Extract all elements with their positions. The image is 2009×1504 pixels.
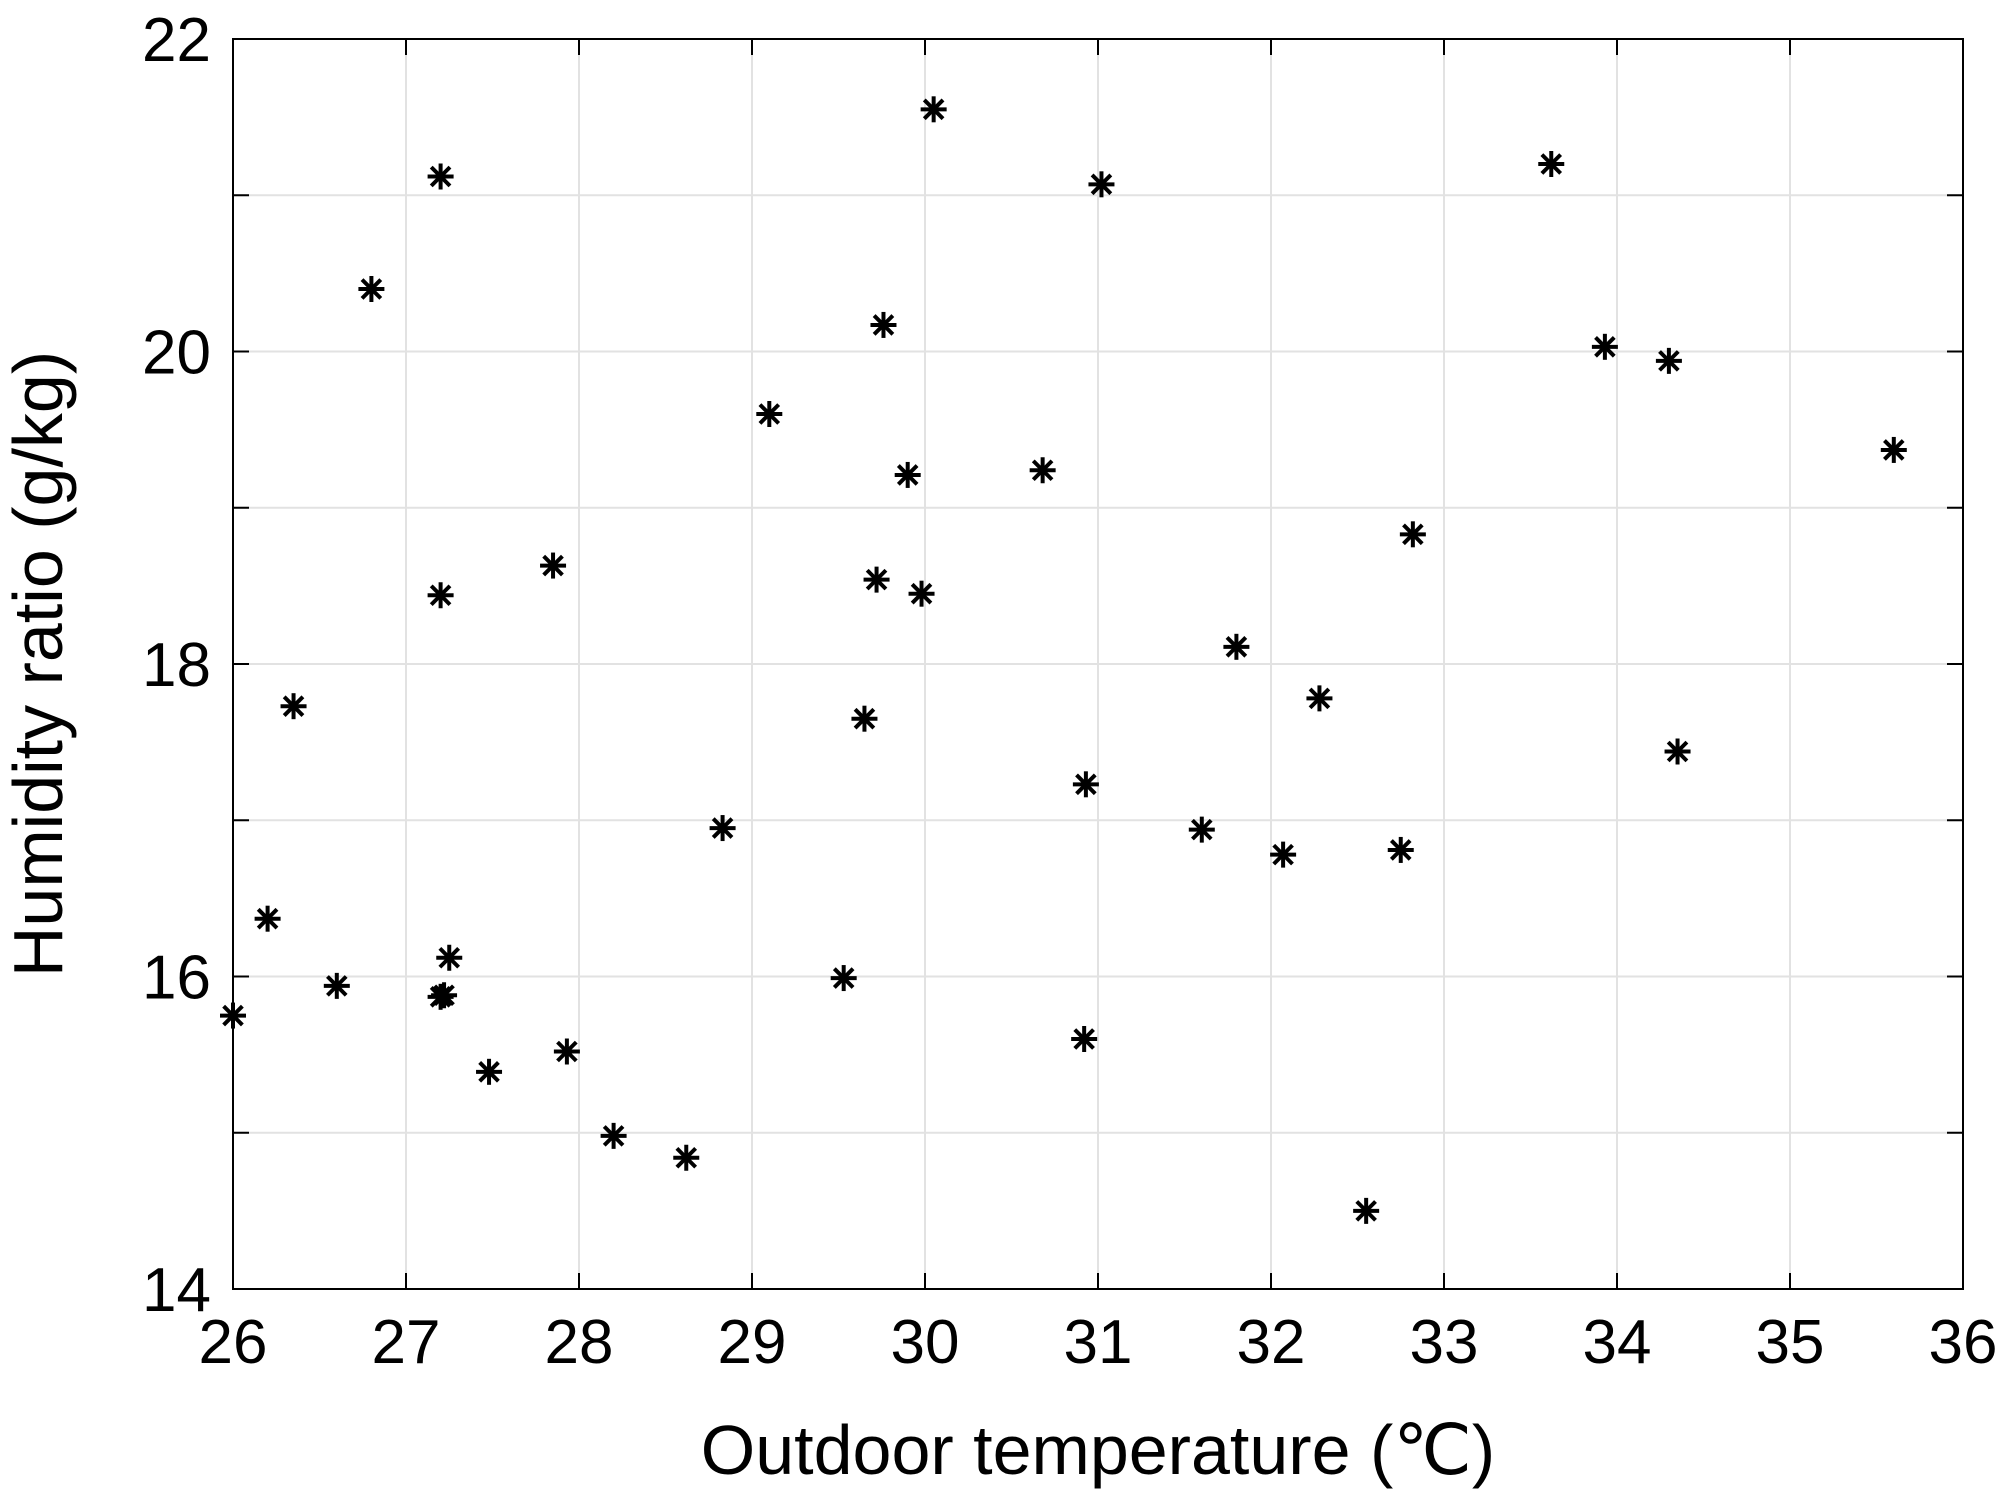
data-point: [476, 1058, 503, 1085]
data-point: [1071, 1026, 1098, 1052]
data-point: [600, 1122, 627, 1149]
data-point: [756, 401, 783, 427]
data-point: [220, 1002, 246, 1029]
data-point: [323, 972, 350, 999]
y-tick-labels: 14 16 18 20 22: [142, 6, 211, 1325]
x-tick-label: 29: [718, 1308, 787, 1377]
data-point: [553, 1038, 580, 1065]
y-tick-label: 22: [142, 6, 211, 75]
data-point: [870, 311, 897, 338]
data-point: [436, 944, 463, 971]
x-tick-label: 34: [1583, 1308, 1652, 1377]
data-point: [830, 965, 857, 992]
x-tick-label: 26: [199, 1308, 268, 1377]
data-point: [1072, 771, 1099, 798]
x-tick-label: 36: [1929, 1308, 1998, 1377]
data-point: [1399, 521, 1426, 548]
data-point: [427, 163, 454, 190]
data-point: [1655, 347, 1682, 374]
data-point: [1029, 457, 1056, 484]
data-point: [709, 815, 736, 842]
data-points: [220, 96, 1907, 1224]
x-tick-label: 31: [1064, 1308, 1133, 1377]
data-point: [920, 96, 947, 123]
data-point: [908, 580, 935, 607]
data-point: [1880, 436, 1907, 463]
data-point: [1223, 633, 1250, 660]
data-point: [540, 552, 567, 579]
data-point: [673, 1144, 700, 1171]
y-tick-label: 20: [142, 319, 211, 388]
data-point: [851, 705, 878, 732]
x-tick-label: 33: [1410, 1308, 1479, 1377]
plot-frame: [232, 38, 1964, 1290]
data-point: [1306, 685, 1333, 712]
data-point: [1538, 151, 1565, 177]
x-tick-label: 28: [545, 1308, 614, 1377]
data-point: [894, 461, 921, 488]
y-tick-label: 14: [142, 1256, 211, 1325]
data-point: [1387, 836, 1414, 863]
x-tick-label: 27: [372, 1308, 441, 1377]
x-tick-label: 32: [1237, 1308, 1306, 1377]
data-point: [280, 693, 307, 720]
data-point: [1088, 171, 1115, 198]
data-point: [1591, 333, 1618, 360]
data-point: [1664, 738, 1691, 765]
data-point: [1270, 841, 1297, 868]
data-point: [1353, 1197, 1380, 1224]
y-axis-label: Humidity ratio (g/kg): [0, 351, 77, 977]
x-tick-label: 30: [891, 1308, 960, 1377]
x-tick-labels: 26 27 28 29 30 31 32 33 34 35 36: [199, 1308, 1998, 1377]
data-point: [431, 982, 458, 1009]
data-point: [427, 582, 454, 609]
y-tick-label: 18: [142, 631, 211, 700]
data-point: [1188, 816, 1215, 843]
y-tick-label: 16: [142, 944, 211, 1013]
x-axis-label: Outdoor temperature (℃): [701, 1411, 1495, 1489]
data-point: [358, 276, 385, 302]
data-point: [254, 905, 281, 932]
x-tick-label: 35: [1756, 1308, 1825, 1377]
data-point: [863, 566, 890, 593]
